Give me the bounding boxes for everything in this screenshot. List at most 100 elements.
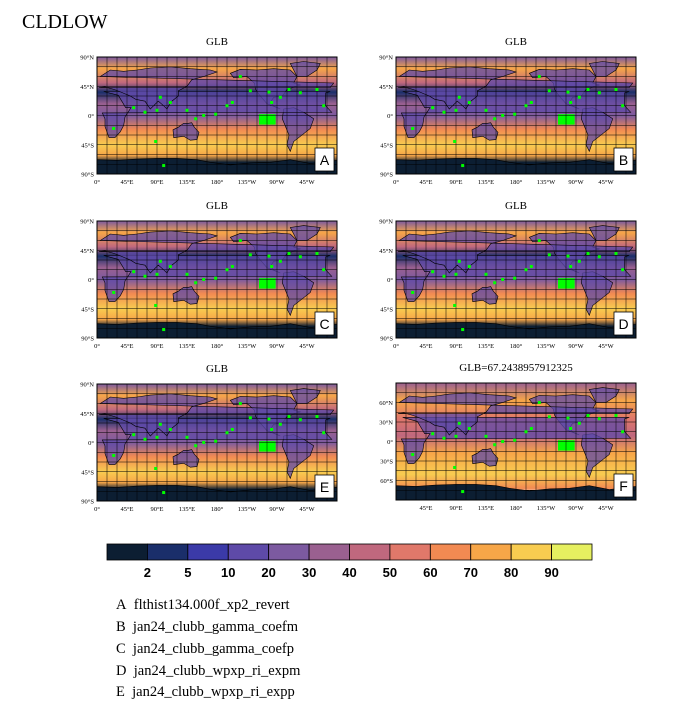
panel-d-station-14 bbox=[569, 265, 573, 268]
panel-b-xtick: 90°E bbox=[449, 179, 462, 186]
panel-c-title: GLB bbox=[206, 200, 228, 212]
panel-e-station-16 bbox=[287, 415, 291, 418]
panel-f-frame bbox=[395, 382, 637, 501]
panel-b-station-3 bbox=[457, 95, 461, 99]
panel-c-station-17 bbox=[298, 255, 302, 259]
panel-e-station-22 bbox=[262, 447, 266, 451]
panel-a-station-22 bbox=[262, 120, 266, 124]
panel-a-station-15 bbox=[278, 95, 282, 99]
panel-b-station-17 bbox=[597, 91, 601, 95]
panel-f-ytick: 30°N bbox=[379, 420, 393, 427]
panel-c-station-20 bbox=[154, 304, 158, 307]
panel-a-xtick: 45°E bbox=[120, 179, 133, 186]
panel-f-station-9 bbox=[524, 430, 528, 434]
panel-c-station-16 bbox=[287, 252, 291, 255]
panel-f-station-20 bbox=[453, 466, 457, 469]
panel-f-station-18 bbox=[614, 414, 618, 417]
panel-f-station-11 bbox=[537, 401, 541, 404]
panel-e-title: GLB bbox=[206, 363, 228, 375]
panel-b-station-7 bbox=[501, 114, 505, 117]
panel-d-xtick: 0° bbox=[393, 343, 399, 350]
panel-f-land-af bbox=[400, 417, 632, 464]
panel-d-station-16 bbox=[586, 252, 590, 255]
panel-b-xtick: 45°E bbox=[419, 179, 432, 186]
colorbar: 2 5 10 20 30 40 50 60 70 80 90 bbox=[106, 543, 593, 580]
panel-a-xtick: 45°W bbox=[299, 179, 315, 186]
panel-b-station-4 bbox=[467, 101, 471, 104]
panel-a-station-20 bbox=[154, 140, 158, 143]
panel-a-station-block bbox=[259, 114, 276, 125]
panel-d-station-18 bbox=[614, 252, 618, 255]
panel-b-ytick: 45°N bbox=[379, 84, 393, 91]
panel-e-ytick: 0° bbox=[88, 440, 94, 447]
panel-e-ytick: 90°N bbox=[80, 382, 94, 389]
panel-d-xtick: 45°E bbox=[419, 343, 432, 350]
panel-f-station-21 bbox=[461, 490, 465, 494]
panel-b-xtick: 90°W bbox=[568, 179, 584, 186]
panel-f-station-23 bbox=[621, 430, 625, 434]
panel-d-ytick: 45°S bbox=[380, 306, 393, 313]
panel-c-ytick: 45°N bbox=[80, 248, 94, 255]
panel-d-xtick: 45°W bbox=[598, 343, 614, 350]
panel-b-label-box bbox=[613, 147, 634, 172]
panel-b-station-20 bbox=[453, 140, 457, 143]
colorbar-bin-11 bbox=[551, 543, 593, 561]
panel-a-station-10 bbox=[230, 101, 234, 104]
panel-d-xtick: 135°W bbox=[537, 343, 556, 350]
panel-b-station-22 bbox=[561, 120, 565, 124]
panel-e-station-21 bbox=[162, 491, 166, 495]
panel-f-label: F bbox=[619, 478, 628, 494]
panel-c-station-2 bbox=[155, 272, 159, 276]
panel-f-xtick: 45°W bbox=[598, 505, 614, 512]
panel-f-station-16 bbox=[586, 414, 590, 417]
panel-b-ytick: 0° bbox=[387, 113, 393, 120]
panel-e-xtick: 135°W bbox=[238, 506, 257, 513]
panel-f-station-15 bbox=[577, 421, 581, 425]
panel-f-ytick: 60°N bbox=[379, 400, 393, 407]
panel-e-station-20 bbox=[154, 467, 158, 470]
panel-e-station-17 bbox=[298, 418, 302, 422]
colorbar-tick-label: 2 bbox=[144, 565, 151, 580]
panel-a-station-1 bbox=[143, 110, 147, 114]
panel-b-station-19 bbox=[411, 127, 415, 130]
legend-entry-e: E jan24_clubb_wpxp_ri_expp bbox=[116, 684, 295, 700]
panel-c-frame bbox=[96, 220, 338, 339]
panel-a-station-19 bbox=[112, 127, 116, 130]
panel-d-frame bbox=[395, 220, 637, 339]
panel-a-station-21 bbox=[162, 164, 166, 168]
panel-b-xtick: 45°W bbox=[598, 179, 614, 186]
panel-c-station-block bbox=[259, 278, 276, 289]
panel-e-station-11 bbox=[238, 402, 242, 405]
panel-e-land-gr bbox=[289, 388, 321, 404]
panel-b-land-au bbox=[471, 122, 499, 141]
panel-d-station-20 bbox=[453, 304, 457, 307]
panel-b-label: B bbox=[619, 152, 628, 168]
panel-e-station-23 bbox=[322, 431, 326, 435]
colorbar-tick-label: 40 bbox=[342, 565, 356, 580]
panel-d-station-3 bbox=[457, 259, 461, 263]
panel-f: GLB=67.2438957912325 60°N 30°N 0° 30°S 60°S 45… bbox=[379, 362, 637, 512]
panel-e-xtick: 90°W bbox=[269, 506, 285, 513]
panel-f-station-1 bbox=[442, 436, 446, 440]
panel-c-xtick: 0° bbox=[94, 343, 100, 350]
panel-a-label-box bbox=[314, 147, 335, 172]
panel-e-xtick: 180° bbox=[211, 506, 224, 513]
panel-c-station-11 bbox=[238, 239, 242, 242]
panel-b-xtick: 135°E bbox=[478, 179, 494, 186]
panel-d-station-0 bbox=[431, 270, 435, 274]
panel-d-station-7 bbox=[501, 278, 505, 281]
panel-e-frame bbox=[96, 383, 338, 502]
panel-a-station-6 bbox=[194, 117, 198, 121]
panel-d-station-10 bbox=[529, 265, 533, 268]
panel-b-station-23 bbox=[621, 104, 625, 108]
panel-c-ytick: 45°S bbox=[81, 306, 94, 313]
panel-d-station-15 bbox=[577, 259, 581, 263]
panel-c-land-gr bbox=[289, 225, 321, 241]
panel-e-xtick: 45°E bbox=[120, 506, 133, 513]
panel-e-ytick: 90°S bbox=[81, 499, 94, 506]
colorbar-tick-label: 60 bbox=[423, 565, 437, 580]
panel-e-station-10 bbox=[230, 428, 234, 431]
panel-a-xtick: 135°W bbox=[238, 179, 257, 186]
panel-b-title: GLB bbox=[505, 36, 527, 48]
